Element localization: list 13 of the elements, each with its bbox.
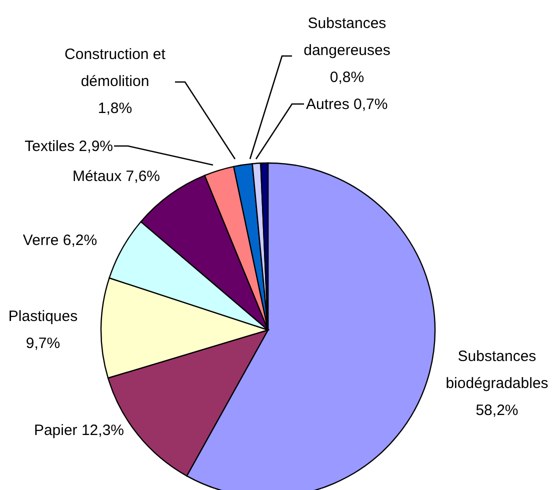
- slice-label: Construction et démolition: [64, 46, 166, 90]
- data-label: 0,8%: [330, 68, 364, 86]
- data-label: 9,7%: [26, 334, 60, 352]
- slice-label: Substances dangereuses: [304, 14, 390, 58]
- slice-label: Verre 6,2%: [22, 232, 98, 248]
- slice-label: Plastiques: [8, 308, 78, 324]
- data-label: 58,2%: [476, 402, 518, 418]
- slice-label: Papier 12,3%: [34, 422, 124, 438]
- slice-label: Métaux 7,6%: [72, 168, 160, 184]
- slice-label: Autres 0,7%: [306, 96, 388, 112]
- slice-label: Substances biodégradables: [446, 348, 548, 392]
- data-label: 1,8%: [98, 100, 132, 116]
- slice-label: Textiles 2,9%: [24, 138, 113, 154]
